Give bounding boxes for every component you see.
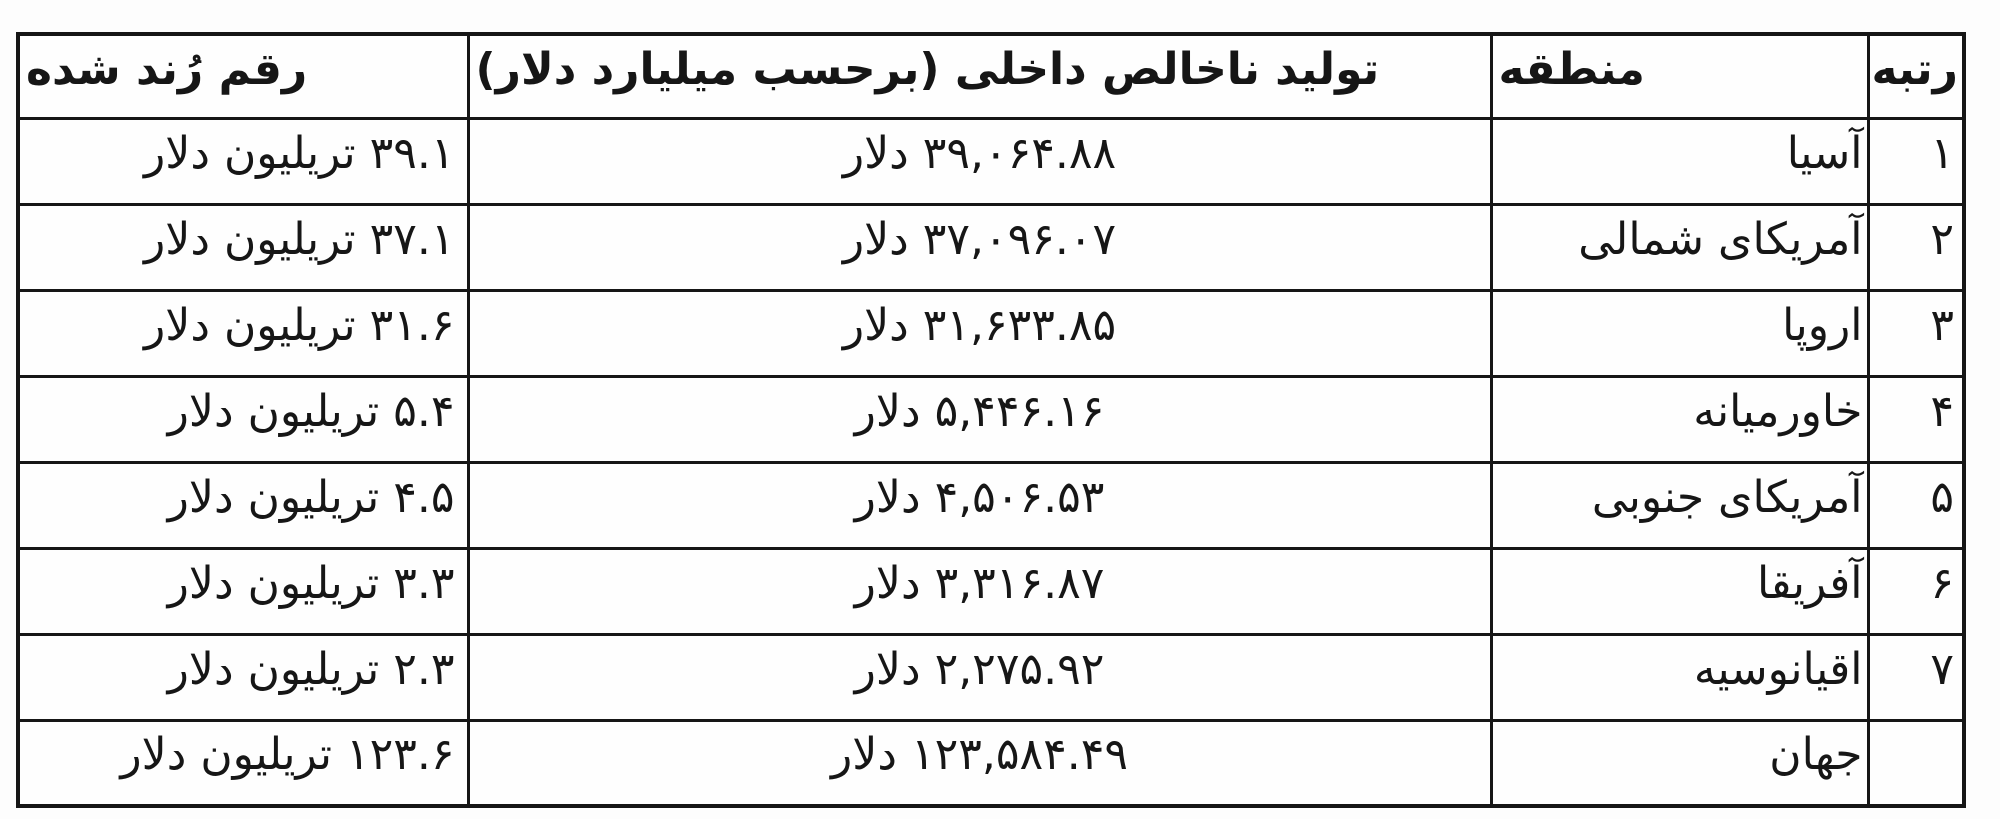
rounded-cell: ۱۲۳.۶ تریلیون دلار — [16, 718, 470, 808]
header-cell-gdp: تولید ناخالص داخلی (برحسب میلیارد دلار) — [466, 32, 1493, 120]
gdp-cell: ۳۱,۶۳۳.۸۵ دلار — [466, 288, 1493, 378]
gdp-cell: ۳,۳۱۶.۸۷ دلار — [466, 546, 1493, 636]
region-cell: جهان — [1489, 718, 1870, 808]
region-cell: آمریکای شمالی — [1489, 202, 1870, 292]
rounded-cell: ۲.۳ تریلیون دلار — [16, 632, 470, 722]
rank-cell: ۵ — [1866, 460, 1966, 550]
rank-cell: ۴ — [1866, 374, 1966, 464]
gdp-cell: ۱۲۳,۵۸۴.۴۹ دلار — [466, 718, 1493, 808]
header-cell-region: منطقه — [1489, 32, 1870, 120]
rank-cell: ۳ — [1866, 288, 1966, 378]
rank-cell: ۶ — [1866, 546, 1966, 636]
gdp-by-region-table: رتبه منطقه تولید ناخالص داخلی (برحسب میل… — [16, 32, 1966, 808]
table-row: ۵ آمریکای جنوبی ۴,۵۰۶.۵۳ دلار ۴.۵ تریلیو… — [16, 460, 1966, 550]
rank-cell — [1866, 718, 1966, 808]
region-cell: آمریکای جنوبی — [1489, 460, 1870, 550]
table-row: ۶ آفریقا ۳,۳۱۶.۸۷ دلار ۳.۳ تریلیون دلار — [16, 546, 1966, 636]
rank-cell: ۷ — [1866, 632, 1966, 722]
gdp-cell: ۲,۲۷۵.۹۲ دلار — [466, 632, 1493, 722]
table-row: ۳ اروپا ۳۱,۶۳۳.۸۵ دلار ۳۱.۶ تریلیون دلار — [16, 288, 1966, 378]
gdp-cell: ۳۹,۰۶۴.۸۸ دلار — [466, 116, 1493, 206]
gdp-cell: ۳۷,۰۹۶.۰۷ دلار — [466, 202, 1493, 292]
region-cell: آسیا — [1489, 116, 1870, 206]
rounded-cell: ۳۱.۶ تریلیون دلار — [16, 288, 470, 378]
region-cell: خاورمیانه — [1489, 374, 1870, 464]
table-row: ۷ اقیانوسیه ۲,۲۷۵.۹۲ دلار ۲.۳ تریلیون دل… — [16, 632, 1966, 722]
header-cell-rank: رتبه — [1866, 32, 1966, 120]
header-cell-rounded: رقم رُند شده — [16, 32, 470, 120]
rounded-cell: ۳.۳ تریلیون دلار — [16, 546, 470, 636]
rounded-cell: ۳۷.۱ تریلیون دلار — [16, 202, 470, 292]
region-cell: آفریقا — [1489, 546, 1870, 636]
table-row: ۲ آمریکای شمالی ۳۷,۰۹۶.۰۷ دلار ۳۷.۱ تریل… — [16, 202, 1966, 292]
table-row: ۱ آسیا ۳۹,۰۶۴.۸۸ دلار ۳۹.۱ تریلیون دلار — [16, 116, 1966, 206]
region-cell: اروپا — [1489, 288, 1870, 378]
rounded-cell: ۴.۵ تریلیون دلار — [16, 460, 470, 550]
rank-cell: ۱ — [1866, 116, 1966, 206]
gdp-cell: ۴,۵۰۶.۵۳ دلار — [466, 460, 1493, 550]
table-row: ۴ خاورمیانه ۵,۴۴۶.۱۶ دلار ۵.۴ تریلیون دل… — [16, 374, 1966, 464]
gdp-cell: ۵,۴۴۶.۱۶ دلار — [466, 374, 1493, 464]
rounded-cell: ۳۹.۱ تریلیون دلار — [16, 116, 470, 206]
header-row: رتبه منطقه تولید ناخالص داخلی (برحسب میل… — [16, 32, 1966, 120]
rank-cell: ۲ — [1866, 202, 1966, 292]
table-row: جهان ۱۲۳,۵۸۴.۴۹ دلار ۱۲۳.۶ تریلیون دلار — [16, 718, 1966, 808]
rounded-cell: ۵.۴ تریلیون دلار — [16, 374, 470, 464]
region-cell: اقیانوسیه — [1489, 632, 1870, 722]
